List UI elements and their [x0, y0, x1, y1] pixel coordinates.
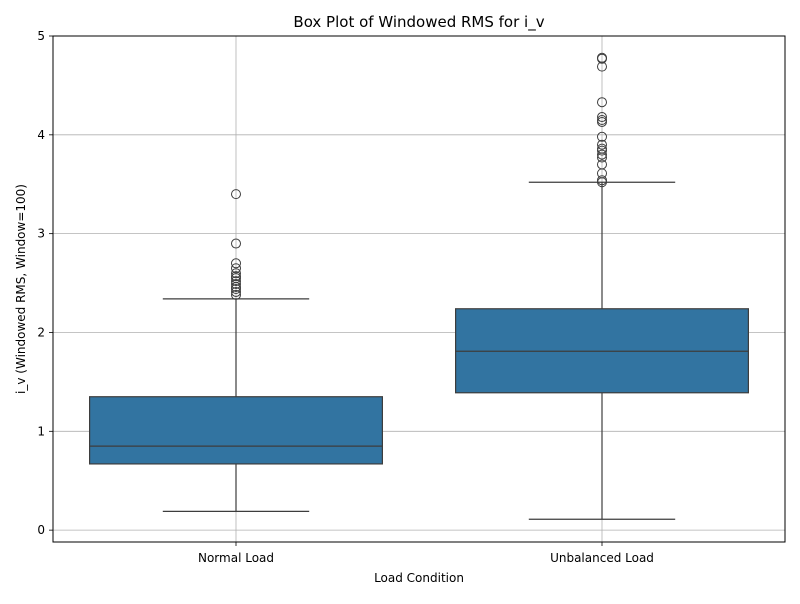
outlier-point: [231, 258, 241, 269]
outlier-point: [597, 131, 607, 142]
outlier-point: [597, 143, 607, 154]
outlier-point: [597, 139, 607, 150]
y-tick-label: 5: [37, 29, 45, 43]
y-tick-label: 2: [37, 325, 45, 339]
y-tick-label: 3: [37, 227, 45, 241]
outlier-point: [597, 159, 607, 170]
x-tick-label: Normal Load: [198, 551, 274, 565]
y-tick-label: 0: [37, 523, 45, 537]
outlier-point: [231, 189, 241, 200]
outlier-point: [231, 279, 241, 290]
grid-layer: [53, 35, 785, 542]
outlier-point: [597, 115, 607, 126]
plot-frame: [52, 35, 786, 543]
outlier-point: [597, 52, 607, 63]
axis-layer: 0 1 2 3 4 5 Normal Load Unbalanced Load: [37, 29, 654, 565]
outlier-point: [597, 149, 607, 160]
outlier-point: [231, 289, 241, 300]
outlier-point: [597, 175, 607, 186]
outlier-point: [231, 263, 241, 274]
y-tick-label: 4: [37, 128, 45, 142]
outlier-point: [231, 286, 241, 297]
outlier-point: [231, 268, 241, 279]
box-iqr: [88, 396, 383, 465]
y-axis-label: i_v (Windowed RMS, Window=100): [14, 184, 28, 394]
y-tick-label: 1: [37, 424, 45, 438]
x-tick-label: Unbalanced Load: [550, 551, 654, 565]
outlier-point: [231, 276, 241, 287]
outlier-point: [231, 238, 241, 249]
outlier-point: [597, 112, 607, 123]
outlier-point: [597, 97, 607, 108]
chart-title: Box Plot of Windowed RMS for i_v: [293, 13, 544, 32]
outlier-point: [231, 271, 241, 282]
x-axis-label: Load Condition: [374, 571, 464, 585]
box-layer: [88, 52, 749, 520]
